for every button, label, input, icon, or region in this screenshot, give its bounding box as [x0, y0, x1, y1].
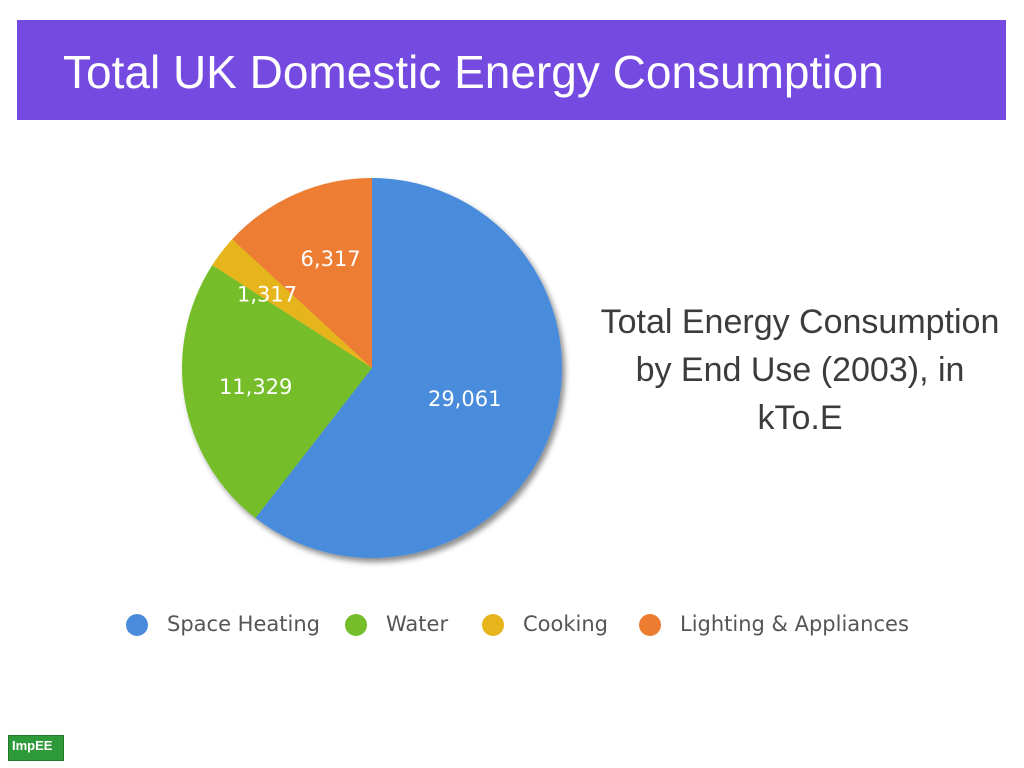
pie-slice-cooking	[212, 239, 372, 368]
legend-marker-space-heating	[126, 614, 148, 636]
legend-label-water: Water	[386, 612, 448, 636]
legend-marker-water	[345, 614, 367, 636]
legend-marker-lighting-and-appliances	[639, 614, 661, 636]
pie-slice-space-heating	[255, 178, 563, 558]
impee-logo: ImpEE	[8, 735, 64, 761]
slice-value-label-water: 11,329	[219, 375, 292, 399]
legend-marker-cooking	[482, 614, 504, 636]
legend-label-space-heating: Space Heating	[167, 612, 320, 636]
pie-slice-lighting-and-appliances	[232, 178, 372, 368]
pie-slice-water	[181, 265, 372, 519]
logo-text: ImpEE	[12, 738, 53, 753]
chart-caption: Total Energy Consumption by End Use (200…	[600, 303, 1000, 437]
title-bar: Total UK Domestic Energy Consumption	[17, 20, 1006, 120]
slice-value-label-space-heating: 29,061	[428, 387, 501, 411]
page-title: Total UK Domestic Energy Consumption	[63, 46, 884, 98]
slice-value-label-lighting-and-appliances: 6,317	[301, 247, 361, 271]
legend-label-lighting-and-appliances: Lighting & Appliances	[680, 612, 909, 636]
slice-value-label-cooking: 1,317	[237, 283, 297, 307]
legend-label-cooking: Cooking	[523, 612, 608, 636]
